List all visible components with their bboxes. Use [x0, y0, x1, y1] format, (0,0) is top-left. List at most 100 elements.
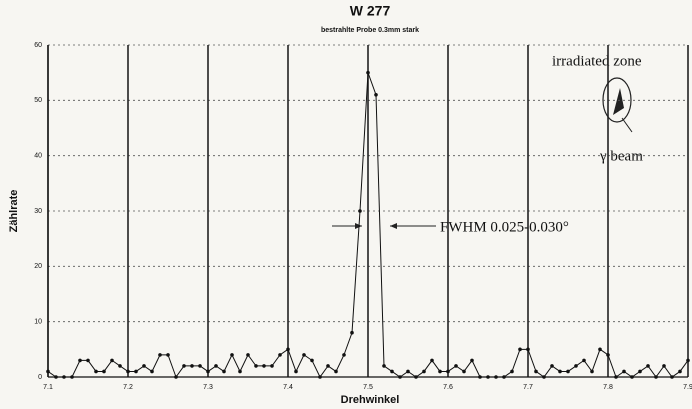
data-point	[350, 330, 354, 335]
data-point	[46, 369, 50, 374]
data-point	[70, 375, 74, 379]
data-point	[614, 375, 618, 379]
x-tick-label: 7.2	[123, 384, 133, 391]
data-point	[470, 358, 474, 363]
data-point	[574, 364, 578, 368]
data-point	[526, 347, 530, 352]
annotation: irradiated zone	[552, 53, 642, 69]
data-point	[94, 369, 98, 374]
data-point	[446, 369, 450, 374]
x-tick-label: 7.3	[203, 384, 213, 391]
fwhm-arrowhead	[390, 223, 397, 229]
data-point	[310, 358, 314, 363]
data-point	[438, 369, 442, 374]
data-point	[582, 358, 586, 363]
data-point	[558, 369, 562, 374]
x-tick-label: 7.6	[443, 384, 453, 391]
zone-fill	[613, 88, 624, 115]
data-point	[222, 369, 226, 374]
y-tick-label: 10	[34, 319, 42, 326]
data-point	[302, 353, 306, 357]
data-point	[670, 375, 674, 379]
y-tick-label: 60	[34, 42, 42, 49]
data-point	[630, 375, 634, 379]
data-point	[254, 364, 258, 368]
y-tick-label: 0	[38, 374, 42, 381]
x-tick-label: 7.1	[43, 384, 53, 391]
data-point	[366, 70, 370, 75]
chart-subtitle: bestrahlte Probe 0.3mm stark	[321, 27, 419, 34]
y-tick-label: 20	[34, 263, 42, 270]
data-point	[102, 369, 106, 374]
data-point	[334, 369, 338, 374]
data-point	[182, 364, 186, 368]
data-point	[486, 375, 490, 379]
y-tick-label: 50	[34, 97, 42, 104]
data-point	[518, 347, 522, 352]
x-tick-label: 7.7	[523, 384, 533, 391]
chart-title: W 277	[350, 3, 391, 19]
data-point	[286, 347, 290, 352]
data-point	[606, 353, 610, 357]
data-point	[158, 353, 162, 357]
data-point	[270, 364, 274, 368]
annotation: γ beam	[599, 148, 643, 164]
data-point	[422, 369, 426, 374]
data-point	[454, 364, 458, 368]
data-point	[230, 353, 234, 357]
data-point	[190, 364, 194, 368]
x-tick-label: 7.9	[683, 384, 692, 391]
data-point	[542, 375, 546, 379]
data-point	[678, 369, 682, 374]
data-point	[206, 369, 210, 374]
data-point	[374, 93, 378, 97]
y-axis-label: Zählrate	[8, 190, 20, 233]
data-point	[262, 364, 266, 368]
fwhm-arrowhead	[355, 223, 362, 229]
y-tick-label: 30	[34, 208, 42, 215]
data-point	[462, 369, 466, 374]
data-point	[78, 358, 82, 363]
data-point	[198, 364, 202, 368]
data-point	[478, 375, 482, 379]
data-point	[238, 369, 242, 374]
data-point	[86, 358, 90, 363]
data-point	[126, 369, 130, 374]
data-point	[406, 369, 410, 374]
data-point	[414, 375, 418, 379]
data-point	[118, 364, 122, 368]
data-point	[166, 353, 170, 357]
x-tick-label: 7.5	[363, 384, 373, 391]
data-point	[510, 369, 514, 374]
data-point	[598, 347, 602, 352]
data-point	[278, 353, 282, 357]
data-point	[54, 375, 58, 379]
data-point	[494, 375, 498, 379]
data-point	[62, 375, 66, 379]
data-point	[174, 375, 178, 379]
data-point	[646, 364, 650, 368]
x-tick-label: 7.4	[283, 384, 293, 391]
data-point	[502, 375, 506, 379]
data-point	[534, 369, 538, 374]
data-point	[214, 364, 218, 368]
data-point	[326, 364, 330, 368]
data-point	[390, 369, 394, 374]
data-point	[358, 209, 362, 213]
data-point	[566, 369, 570, 374]
data-point	[142, 364, 146, 368]
data-point	[382, 364, 386, 368]
data-point	[150, 369, 154, 374]
data-point	[318, 375, 322, 379]
data-point	[654, 375, 658, 379]
annotation: FWHM 0.025-0.030°	[440, 219, 569, 235]
data-point	[638, 369, 642, 374]
x-tick-label: 7.8	[603, 384, 613, 391]
data-point	[662, 364, 666, 368]
data-point	[294, 369, 298, 374]
data-point	[398, 375, 402, 379]
data-point	[246, 353, 250, 357]
beam-pointer	[621, 117, 633, 133]
